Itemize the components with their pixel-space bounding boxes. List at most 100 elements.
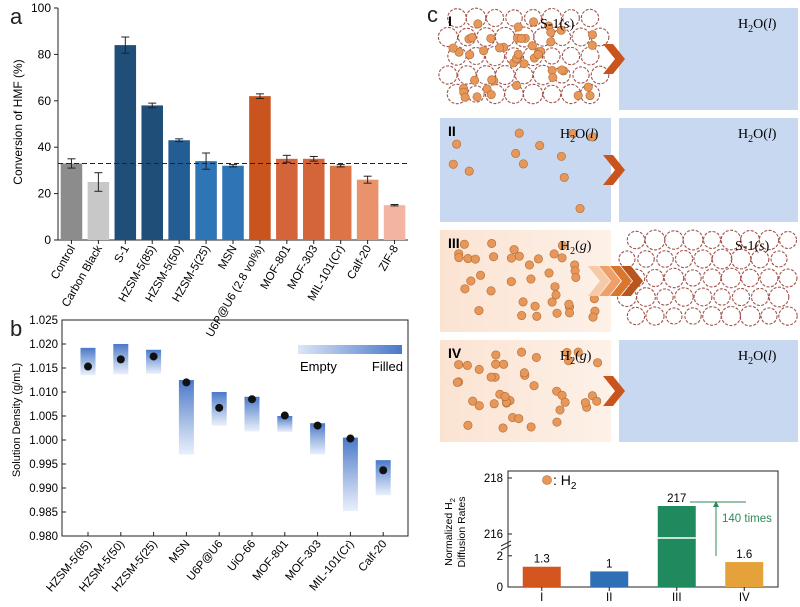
density-range-bar <box>244 396 260 432</box>
diffusion-arrow <box>621 266 643 296</box>
diffusion-arrow <box>603 155 625 185</box>
framework-ring <box>720 305 742 327</box>
framework-ring <box>484 45 506 67</box>
h2-particle <box>588 312 598 322</box>
h2-particle <box>526 422 536 432</box>
framework-ring <box>637 250 655 268</box>
framework-ring <box>684 269 702 287</box>
y-tick-label: 0.980 <box>29 531 58 543</box>
framework-ring <box>731 287 751 307</box>
y-tick-label: 1.020 <box>29 339 58 351</box>
h2-particle <box>487 75 497 85</box>
h2-particle <box>448 43 458 53</box>
h2-particle <box>491 350 501 360</box>
scenario-numeral: II <box>448 123 456 139</box>
h2-particle <box>550 282 560 292</box>
framework-ring <box>522 45 544 67</box>
h2-particle <box>517 311 527 321</box>
density-range-bar <box>80 347 96 376</box>
framework-ring <box>778 306 798 326</box>
h2-particle <box>557 253 567 263</box>
h2-particle <box>470 75 480 85</box>
framework-ring <box>542 84 562 104</box>
rate-value-label: 1.6 <box>736 549 752 561</box>
h2-particle <box>489 252 499 262</box>
h2-particle <box>519 59 529 69</box>
fold-annotation: 140 times <box>690 501 772 556</box>
h2-particle <box>592 396 602 406</box>
panel-b-ranges <box>80 344 391 536</box>
bar <box>87 182 110 240</box>
framework-ring <box>438 65 458 85</box>
h2-particle <box>530 301 540 311</box>
h2-particle <box>587 40 597 50</box>
y-tick-label: 1.000 <box>29 435 58 447</box>
h2-particle <box>546 27 556 37</box>
framework-ring <box>437 26 459 48</box>
h2-particle <box>564 299 574 309</box>
density-range-bar <box>310 423 326 455</box>
h2-particle <box>531 352 541 362</box>
panel-label-c: c <box>427 2 438 27</box>
h2-particle <box>506 277 516 287</box>
h2-particle <box>509 245 519 255</box>
y-tick-label: 100 <box>31 1 51 15</box>
h2-particle <box>555 405 565 415</box>
h2-particle <box>549 249 559 259</box>
h2-particle <box>547 297 557 307</box>
x-tick-label: Calf-20 <box>345 244 374 282</box>
x-tick-label: UiO-66 <box>226 538 259 574</box>
density-point <box>280 411 289 420</box>
density-point <box>379 466 388 475</box>
axis-break-mark <box>500 544 512 551</box>
density-point <box>248 395 256 404</box>
rate-y-ticks: 0 2 216 218 <box>484 473 512 594</box>
rate-value-label: 1.3 <box>534 554 550 566</box>
h2-particle <box>460 284 470 294</box>
density-point <box>84 362 92 371</box>
annotation-text: 140 times <box>722 513 772 525</box>
framework-ring <box>665 307 683 325</box>
density-range-bar <box>277 416 293 432</box>
rate-bar <box>522 566 561 587</box>
h2-particle <box>551 290 561 300</box>
legend-empty-label: Empty <box>300 359 337 374</box>
framework-ring <box>693 249 713 269</box>
h2-particle <box>498 423 508 433</box>
framework-ring <box>626 306 646 326</box>
panel-b-legend: Empty Filled <box>298 345 403 374</box>
h2-particle <box>552 308 562 318</box>
diffusion-arrow <box>610 266 632 296</box>
h2-particle <box>517 347 527 357</box>
h2-particle <box>573 347 583 357</box>
rate-y-label-line2: Diffusion Rates <box>456 496 468 567</box>
framework-ring <box>626 230 646 250</box>
scenario-row-2: II H2O(l) H2O(l) <box>440 118 798 222</box>
right-phase-label: H2O(l) <box>738 17 777 35</box>
framework-ring <box>645 268 665 288</box>
h2-particle <box>491 359 501 369</box>
h2-particle <box>464 166 474 176</box>
bar <box>195 161 217 240</box>
h2-particle <box>532 311 542 321</box>
bar <box>276 158 298 240</box>
framework-ring <box>590 65 610 85</box>
h2-particle <box>486 286 496 296</box>
framework-ring <box>505 9 523 27</box>
density-point <box>346 434 355 443</box>
framework-ring <box>768 286 790 308</box>
panel-b-density-chart: b Solution Density (g/mL) 0.980 0.985 0.99… <box>10 315 409 594</box>
rate-x-tick-labels: I II III IV <box>540 592 750 604</box>
h2-particle <box>448 159 458 169</box>
x-tick-label: MSN <box>216 244 239 272</box>
h2-particle <box>593 358 603 368</box>
h2-particle <box>516 33 526 43</box>
framework-ring <box>759 268 779 288</box>
h2-particle <box>518 159 528 169</box>
framework-ring <box>562 9 580 27</box>
framework-ring <box>656 288 674 306</box>
y-tick-label: 1.005 <box>29 411 58 423</box>
h2-particle <box>463 420 473 430</box>
bar <box>356 179 379 240</box>
